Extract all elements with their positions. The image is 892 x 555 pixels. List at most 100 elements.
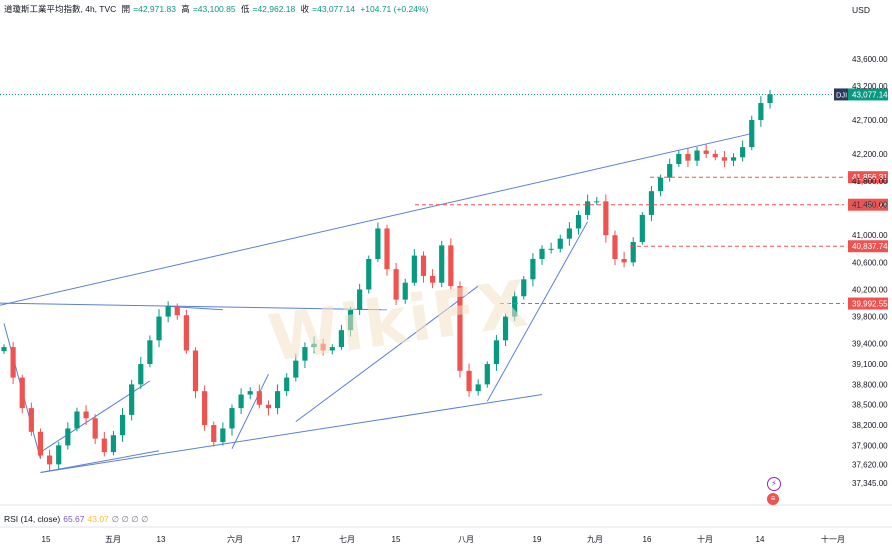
candle-body (502, 316, 509, 341)
candle-body (630, 242, 636, 263)
rsi-legend[interactable]: RSI (14, close) 65.67 43.07 ∅ ∅ ∅ ∅ (4, 514, 148, 525)
horizontal-resistance-line[interactable] (0, 302, 388, 311)
price-level-label: 39,992.55 (852, 300, 888, 309)
candle-body (657, 177, 664, 192)
candle-body (10, 347, 16, 378)
y-tick-label: 40,600.00 (852, 258, 888, 267)
candle-body (484, 364, 490, 385)
candle-body (603, 201, 609, 236)
x-tick-label: 17 (292, 535, 301, 544)
candle-body (147, 340, 153, 365)
ohlc-legend: 道瓊斯工業平均指數, 4h, TVC 開 =42,971.83 高 =43,100.… (4, 3, 431, 17)
y-tick-label: 42,200.00 (852, 150, 888, 159)
candle-body (302, 347, 308, 361)
rising-support-line-2[interactable] (486, 221, 589, 402)
candle-body (721, 157, 728, 161)
price-level-label: 40,837.74 (852, 242, 888, 251)
candle-body (247, 391, 253, 395)
up-channel-line-2[interactable] (231, 373, 269, 449)
candle-body (575, 214, 582, 229)
candle-body (676, 153, 682, 165)
candle-body (448, 245, 454, 287)
y-tick-label: 42,700.00 (852, 116, 888, 125)
candle-body (138, 364, 144, 385)
current-price-label: 43,077.14 (852, 90, 888, 99)
x-tick-label: 15 (42, 535, 51, 544)
support-trend-line[interactable] (40, 394, 543, 473)
low-value: =42,962.18 (252, 4, 296, 14)
rsi-ma-value: 43.07 (87, 514, 109, 524)
candle-body (685, 153, 691, 161)
lower-trend-line-1[interactable] (40, 450, 160, 473)
candle-body (274, 391, 281, 409)
candle-body (749, 120, 755, 148)
y-tick-label: 38,800.00 (852, 380, 888, 389)
candle-body (375, 228, 381, 259)
symbol-tag-label: DJI (836, 90, 847, 99)
candle-body (566, 228, 572, 239)
symbol-title: 道瓊斯工業平均指數, 4h, TVC (4, 4, 117, 14)
candle-body (357, 289, 363, 310)
price-level-tag (848, 297, 888, 310)
candle-body (46, 455, 53, 465)
x-tick-label: 五月 (105, 535, 121, 544)
candle-body (165, 306, 171, 317)
y-tick-label: 38,200.00 (852, 421, 888, 430)
candle-body (366, 258, 372, 290)
candle-body (156, 316, 162, 341)
candle-body (539, 248, 545, 259)
candle-body (37, 431, 44, 456)
candle-body (329, 347, 335, 351)
x-tick-label: 15 (392, 535, 401, 544)
x-tick-label: 19 (533, 535, 542, 544)
y-tick-label: 43,600.00 (852, 55, 888, 64)
y-tick-label: 39,100.00 (852, 360, 888, 369)
candle-body (183, 315, 189, 351)
candle-body (694, 150, 700, 161)
y-tick-label: 39,800.00 (852, 313, 888, 322)
x-tick-label: 七月 (339, 535, 355, 544)
candle-body (767, 94, 773, 104)
candle-body (740, 147, 746, 158)
candle-body (129, 384, 135, 415)
candle-body (56, 445, 62, 465)
us-flag-icon[interactable]: ≡ (767, 493, 779, 505)
y-tick-label: 41,800.00 (852, 177, 888, 186)
candle-body (83, 411, 89, 419)
symbol-tag (834, 88, 848, 101)
candle-body (74, 411, 80, 429)
x-tick-label: 九月 (587, 535, 603, 544)
candle-body (192, 350, 199, 392)
candle-body (648, 191, 655, 215)
candle-body (712, 153, 718, 158)
price-level-label: 41,450.26 (852, 201, 888, 210)
candle-body (174, 306, 180, 316)
upper-channel-line[interactable] (0, 133, 752, 307)
candle-body (119, 414, 126, 436)
change-value: +104.71 (+0.24%) (360, 4, 429, 14)
candle-body (320, 343, 326, 351)
candle-body (265, 404, 272, 409)
open-value: =42,971.83 (133, 4, 176, 14)
candle-body (585, 201, 591, 215)
lightning-icon[interactable]: ⚡ (767, 477, 781, 491)
candle-body (475, 384, 481, 392)
candle-body (557, 238, 563, 249)
candle-body (439, 245, 445, 283)
candle-body (530, 258, 536, 280)
candle-body (667, 164, 673, 178)
candle-body (110, 435, 117, 453)
candle-body (703, 150, 709, 154)
candle-body (512, 296, 518, 317)
x-tick-label: 十一月 (821, 534, 845, 544)
candle-body (411, 255, 417, 283)
candle-body (730, 157, 737, 161)
rising-support-line[interactable] (295, 285, 479, 423)
currency-label[interactable]: USD (852, 5, 870, 15)
close-value: =43,077.14 (312, 4, 355, 14)
candle-body (293, 360, 299, 378)
current-price-tag (848, 88, 888, 101)
y-tick-label: 40,200.00 (852, 285, 888, 294)
